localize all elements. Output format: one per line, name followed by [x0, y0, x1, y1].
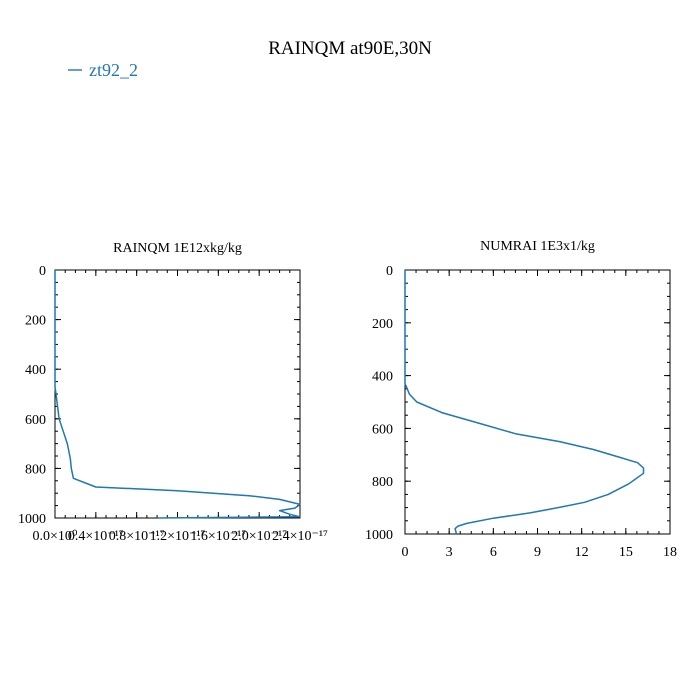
x-tick-label: 6: [490, 545, 497, 560]
x-tick-label: 18: [663, 545, 677, 560]
legend: zt92_2: [68, 60, 138, 80]
x-tick-label: 0.8×10⁻¹⁷: [109, 529, 165, 544]
y-tick-label: 800: [372, 475, 393, 490]
x-tick-label: 15: [619, 545, 633, 560]
plot-frame: [54, 269, 301, 519]
panel-title: NUMRAI 1E3x1/kg: [480, 239, 595, 254]
y-tick-label: 0: [386, 264, 393, 279]
plot-frame: [404, 269, 671, 535]
x-tick-label: 12: [575, 545, 589, 560]
y-tick-label: 200: [372, 317, 393, 332]
y-tick-label: 200: [25, 314, 46, 329]
y-tick-label: 800: [25, 462, 46, 477]
x-tick-label: 3: [446, 545, 453, 560]
chart-panel-2: NUMRAI 1E3x1/kg 0 3 6 9 12 15 18 0 200 400 600 800 10…: [365, 239, 677, 560]
y-tick-label: 600: [25, 413, 46, 428]
x-tick-label: 2.4×10⁻¹⁷: [272, 529, 328, 544]
y-tick-label: 1000: [18, 512, 46, 527]
panel-title: RAINQM 1E12xkg/kg: [113, 241, 242, 256]
x-tick-label: 9: [534, 545, 541, 560]
x-tick-label: 1.6×10⁻¹⁷: [190, 529, 246, 544]
y-tick-label: 0: [39, 264, 46, 279]
series-line-zt92_2: [54, 270, 301, 519]
x-tick-label: 0: [402, 545, 409, 560]
x-tick-label: 2.0×10⁻¹⁷: [231, 529, 287, 544]
series-line-zt92_2: [404, 270, 645, 535]
legend-label: zt92_2: [89, 60, 138, 80]
y-tick-label: 1000: [365, 528, 393, 543]
chart-panel-1: RAINQM 1E12xkg/kg 0.0×10⁰0.4×10⁻¹⁷0.8×10⁻…: [18, 241, 328, 544]
figure-title: RAINQM at90E,30N: [268, 38, 432, 59]
x-tick-label: 0.0×10⁰: [32, 529, 77, 544]
x-tick-label: 0.4×10⁻¹⁷: [68, 529, 124, 544]
y-tick-label: 400: [25, 363, 46, 378]
y-tick-label: 400: [372, 370, 393, 385]
x-tick-label: 1.2×10⁻¹⁷: [150, 529, 206, 544]
y-tick-label: 600: [372, 422, 393, 437]
